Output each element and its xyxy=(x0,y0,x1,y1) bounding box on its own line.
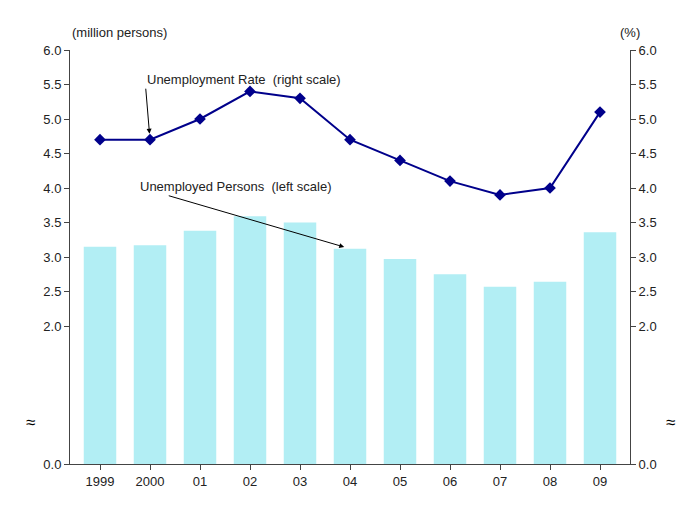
svg-text:09: 09 xyxy=(593,474,607,489)
svg-text:Unemployment Rate (right scal: Unemployment Rate (right scale) xyxy=(147,72,341,87)
svg-text:02: 02 xyxy=(243,474,257,489)
svg-text:4.0: 4.0 xyxy=(43,181,61,196)
svg-text:4.5: 4.5 xyxy=(639,146,657,161)
svg-text:2.5: 2.5 xyxy=(43,284,61,299)
svg-text:03: 03 xyxy=(293,474,307,489)
svg-text:5.5: 5.5 xyxy=(43,77,61,92)
svg-text:1999: 1999 xyxy=(86,474,115,489)
svg-text:5.0: 5.0 xyxy=(639,112,657,127)
svg-text:≈: ≈ xyxy=(26,413,35,432)
svg-text:6.0: 6.0 xyxy=(43,43,61,58)
svg-text:0.0: 0.0 xyxy=(43,457,61,472)
svg-text:3.0: 3.0 xyxy=(639,250,657,265)
svg-text:2.5: 2.5 xyxy=(639,284,657,299)
svg-text:4.5: 4.5 xyxy=(43,146,61,161)
svg-text:Unemployed Persons (left scal: Unemployed Persons (left scale) xyxy=(140,179,331,194)
svg-text:2.0: 2.0 xyxy=(639,319,657,334)
svg-text:2000: 2000 xyxy=(136,474,165,489)
svg-text:5.0: 5.0 xyxy=(43,112,61,127)
svg-text:3.0: 3.0 xyxy=(43,250,61,265)
svg-text:01: 01 xyxy=(193,474,207,489)
svg-text:4.0: 4.0 xyxy=(639,181,657,196)
svg-text:06: 06 xyxy=(443,474,457,489)
svg-text:(million persons): (million persons) xyxy=(72,25,167,40)
svg-text:3.5: 3.5 xyxy=(43,215,61,230)
svg-text:3.5: 3.5 xyxy=(639,215,657,230)
svg-text:07: 07 xyxy=(493,474,507,489)
svg-text:05: 05 xyxy=(393,474,407,489)
svg-text:6.0: 6.0 xyxy=(639,43,657,58)
svg-text:2.0: 2.0 xyxy=(43,319,61,334)
svg-text:≈: ≈ xyxy=(666,413,675,432)
svg-text:(%): (%) xyxy=(620,25,640,40)
svg-text:08: 08 xyxy=(543,474,557,489)
svg-text:5.5: 5.5 xyxy=(639,77,657,92)
svg-text:04: 04 xyxy=(343,474,357,489)
svg-text:0.0: 0.0 xyxy=(639,457,657,472)
